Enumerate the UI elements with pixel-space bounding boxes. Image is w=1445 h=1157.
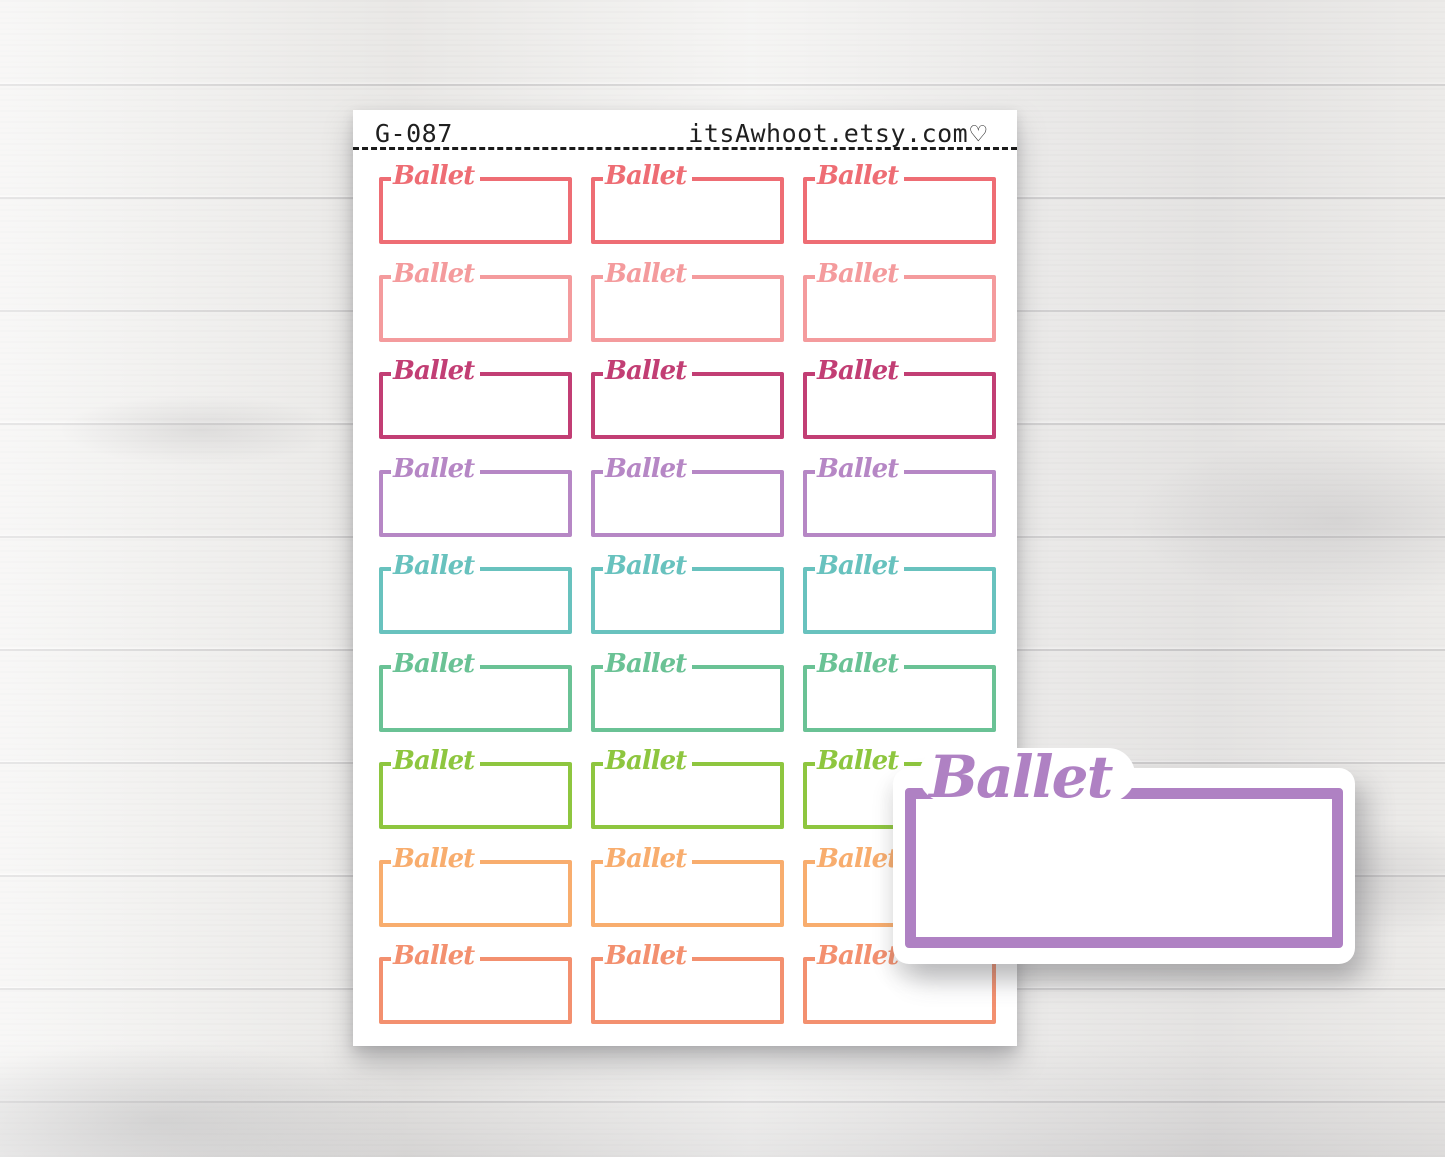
ballet-quarter-box-sticker-berry: Ballet — [379, 356, 572, 457]
sticker-label: Ballet — [815, 941, 905, 972]
ballet-quarter-box-sticker-light-pink: Ballet — [803, 259, 996, 360]
sticker-label: Ballet — [391, 454, 481, 485]
ballet-quarter-box-sticker-teal: Ballet — [803, 551, 996, 652]
detail-sticker-label: Ballet — [929, 743, 1113, 811]
sticker-label: Ballet — [391, 356, 481, 387]
sticker-label: Ballet — [815, 161, 905, 192]
ballet-quarter-box-sticker-light-pink: Ballet — [591, 259, 784, 360]
shop-url: itsAwhoot.etsy.com — [688, 118, 969, 148]
sticker-label: Ballet — [391, 941, 481, 972]
sticker-label: Ballet — [603, 259, 693, 290]
ballet-quarter-box-sticker-tangerine: Ballet — [591, 844, 784, 945]
sticker-label: Ballet — [603, 161, 693, 192]
ballet-quarter-box-sticker-apple-green: Ballet — [379, 746, 572, 847]
detail-sticker-frame — [905, 788, 1343, 948]
ballet-quarter-box-sticker-lavender: Ballet — [379, 454, 572, 555]
ballet-quarter-box-sticker-jade-green: Ballet — [803, 649, 996, 750]
ballet-quarter-box-sticker-teal: Ballet — [379, 551, 572, 652]
ballet-quarter-box-sticker-berry: Ballet — [591, 356, 784, 457]
sticker-label: Ballet — [603, 844, 693, 875]
sticker-label: Ballet — [391, 746, 481, 777]
sheet-header: G-087 itsAwhoot.etsy.com ♡ — [353, 116, 1017, 150]
sticker-label: Ballet — [391, 551, 481, 582]
ballet-quarter-box-sticker-tangerine: Ballet — [379, 844, 572, 945]
shop-url-line: itsAwhoot.etsy.com ♡ — [688, 119, 987, 148]
ballet-quarter-box-sticker-coral-red: Ballet — [803, 161, 996, 262]
heart-icon: ♡ — [970, 118, 987, 150]
sticker-label: Ballet — [815, 649, 905, 680]
sticker-sheet: G-087 itsAwhoot.etsy.com ♡ Ballet Ballet B… — [353, 110, 1017, 1046]
ballet-quarter-box-sticker-teal: Ballet — [591, 551, 784, 652]
sticker-label: Ballet — [815, 551, 905, 582]
ballet-quarter-box-sticker-lavender: Ballet — [591, 454, 784, 555]
sticker-label: Ballet — [815, 454, 905, 485]
ballet-quarter-box-sticker-salmon: Ballet — [379, 941, 572, 1042]
sheet-sku: G-087 — [375, 118, 453, 148]
ballet-quarter-box-sticker-salmon: Ballet — [591, 941, 784, 1042]
sticker-label: Ballet — [603, 746, 693, 777]
ballet-quarter-box-sticker-lavender: Ballet — [803, 454, 996, 555]
sticker-label: Ballet — [603, 941, 693, 972]
dashed-cut-line — [353, 147, 1017, 150]
detail-sticker: Ballet — [893, 748, 1355, 964]
sticker-label: Ballet — [815, 746, 905, 777]
ballet-quarter-box-sticker-coral-red: Ballet — [591, 161, 784, 262]
ballet-quarter-box-sticker-light-pink: Ballet — [379, 259, 572, 360]
sticker-label: Ballet — [603, 551, 693, 582]
sticker-label: Ballet — [391, 844, 481, 875]
sticker-grid: Ballet Ballet Ballet Ballet Ballet Ballet Ball… — [379, 161, 996, 1042]
ballet-quarter-box-sticker-coral-red: Ballet — [379, 161, 572, 262]
sticker-label: Ballet — [391, 259, 481, 290]
ballet-quarter-box-sticker-berry: Ballet — [803, 356, 996, 457]
sticker-label: Ballet — [815, 259, 905, 290]
sticker-label: Ballet — [603, 649, 693, 680]
sticker-label: Ballet — [391, 649, 481, 680]
sticker-label: Ballet — [815, 844, 905, 875]
sticker-label: Ballet — [603, 454, 693, 485]
ballet-quarter-box-sticker-apple-green: Ballet — [591, 746, 784, 847]
ballet-quarter-box-sticker-jade-green: Ballet — [591, 649, 784, 750]
detail-sticker-label-backing — [919, 748, 1135, 802]
ballet-quarter-box-sticker-jade-green: Ballet — [379, 649, 572, 750]
sticker-label: Ballet — [603, 356, 693, 387]
sticker-label: Ballet — [391, 161, 481, 192]
sticker-label: Ballet — [815, 356, 905, 387]
